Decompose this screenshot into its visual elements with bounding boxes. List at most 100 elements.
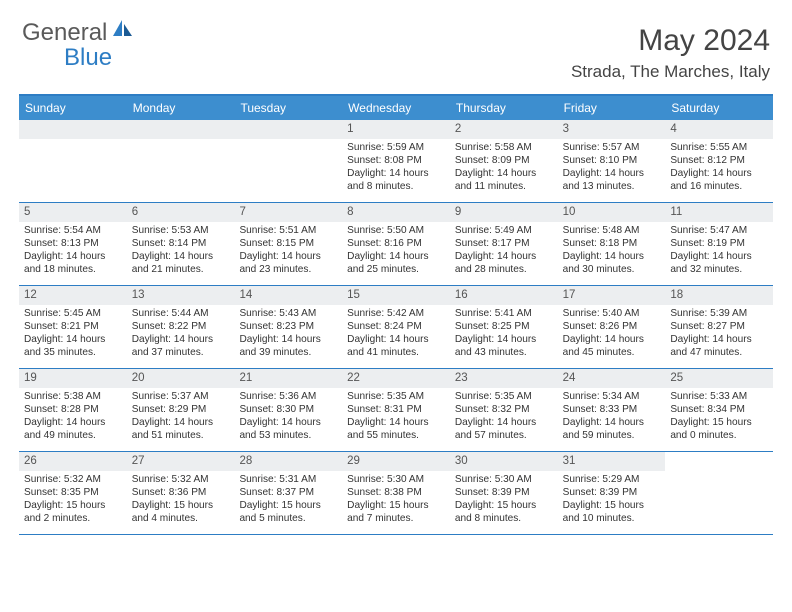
weeks-container: 1Sunrise: 5:59 AMSunset: 8:08 PMDaylight… (19, 120, 773, 535)
sunrise-text: Sunrise: 5:55 AM (670, 141, 768, 154)
sunrise-text: Sunrise: 5:54 AM (24, 224, 122, 237)
day-cell: 14Sunrise: 5:43 AMSunset: 8:23 PMDayligh… (234, 286, 342, 368)
daylight-text: Daylight: 14 hours and 25 minutes. (347, 250, 445, 276)
daylight-text: Daylight: 14 hours and 30 minutes. (563, 250, 661, 276)
day-cell: 13Sunrise: 5:44 AMSunset: 8:22 PMDayligh… (127, 286, 235, 368)
day-number: 23 (450, 369, 558, 388)
day-number: 30 (450, 452, 558, 471)
sunrise-text: Sunrise: 5:43 AM (239, 307, 337, 320)
location-text: Strada, The Marches, Italy (571, 62, 770, 82)
day-cell: 1Sunrise: 5:59 AMSunset: 8:08 PMDaylight… (342, 120, 450, 202)
day-cell: 24Sunrise: 5:34 AMSunset: 8:33 PMDayligh… (558, 369, 666, 451)
calendar: SundayMondayTuesdayWednesdayThursdayFrid… (19, 94, 773, 535)
sunset-text: Sunset: 8:28 PM (24, 403, 122, 416)
day-number: 25 (665, 369, 773, 388)
daylight-text: Daylight: 14 hours and 49 minutes. (24, 416, 122, 442)
empty-day-number (19, 120, 127, 139)
day-number: 15 (342, 286, 450, 305)
day-cell: 7Sunrise: 5:51 AMSunset: 8:15 PMDaylight… (234, 203, 342, 285)
sunrise-text: Sunrise: 5:37 AM (132, 390, 230, 403)
sunset-text: Sunset: 8:15 PM (239, 237, 337, 250)
day-cell: 18Sunrise: 5:39 AMSunset: 8:27 PMDayligh… (665, 286, 773, 368)
sunset-text: Sunset: 8:23 PM (239, 320, 337, 333)
day-cell: 12Sunrise: 5:45 AMSunset: 8:21 PMDayligh… (19, 286, 127, 368)
sunset-text: Sunset: 8:37 PM (239, 486, 337, 499)
day-cell: 20Sunrise: 5:37 AMSunset: 8:29 PMDayligh… (127, 369, 235, 451)
day-number: 18 (665, 286, 773, 305)
sunrise-text: Sunrise: 5:30 AM (455, 473, 553, 486)
daylight-text: Daylight: 14 hours and 28 minutes. (455, 250, 553, 276)
weekday-header: Saturday (665, 96, 773, 120)
daylight-text: Daylight: 15 hours and 7 minutes. (347, 499, 445, 525)
day-cell: 29Sunrise: 5:30 AMSunset: 8:38 PMDayligh… (342, 452, 450, 534)
sunset-text: Sunset: 8:10 PM (563, 154, 661, 167)
logo-text-general: General (22, 19, 107, 47)
daylight-text: Daylight: 14 hours and 32 minutes. (670, 250, 768, 276)
sunrise-text: Sunrise: 5:49 AM (455, 224, 553, 237)
daylight-text: Daylight: 14 hours and 53 minutes. (239, 416, 337, 442)
sunset-text: Sunset: 8:30 PM (239, 403, 337, 416)
sunrise-text: Sunrise: 5:59 AM (347, 141, 445, 154)
day-number: 20 (127, 369, 235, 388)
day-number: 12 (19, 286, 127, 305)
sunrise-text: Sunrise: 5:35 AM (347, 390, 445, 403)
sunrise-text: Sunrise: 5:32 AM (24, 473, 122, 486)
sunrise-text: Sunrise: 5:39 AM (670, 307, 768, 320)
day-number: 13 (127, 286, 235, 305)
sunrise-text: Sunrise: 5:47 AM (670, 224, 768, 237)
day-cell: 28Sunrise: 5:31 AMSunset: 8:37 PMDayligh… (234, 452, 342, 534)
sunrise-text: Sunrise: 5:31 AM (239, 473, 337, 486)
day-cell: 27Sunrise: 5:32 AMSunset: 8:36 PMDayligh… (127, 452, 235, 534)
day-cell: 21Sunrise: 5:36 AMSunset: 8:30 PMDayligh… (234, 369, 342, 451)
sunset-text: Sunset: 8:09 PM (455, 154, 553, 167)
week-row: 26Sunrise: 5:32 AMSunset: 8:35 PMDayligh… (19, 452, 773, 535)
sunrise-text: Sunrise: 5:53 AM (132, 224, 230, 237)
day-cell: 31Sunrise: 5:29 AMSunset: 8:39 PMDayligh… (558, 452, 666, 534)
daylight-text: Daylight: 14 hours and 18 minutes. (24, 250, 122, 276)
sunset-text: Sunset: 8:16 PM (347, 237, 445, 250)
sunrise-text: Sunrise: 5:38 AM (24, 390, 122, 403)
weekday-header: Friday (558, 96, 666, 120)
title-block: May 2024 Strada, The Marches, Italy (571, 18, 770, 82)
daylight-text: Daylight: 15 hours and 10 minutes. (563, 499, 661, 525)
sunset-text: Sunset: 8:35 PM (24, 486, 122, 499)
sunrise-text: Sunrise: 5:32 AM (132, 473, 230, 486)
sunset-text: Sunset: 8:39 PM (455, 486, 553, 499)
day-cell: 23Sunrise: 5:35 AMSunset: 8:32 PMDayligh… (450, 369, 558, 451)
daylight-text: Daylight: 14 hours and 57 minutes. (455, 416, 553, 442)
sunset-text: Sunset: 8:18 PM (563, 237, 661, 250)
day-number: 28 (234, 452, 342, 471)
month-title: May 2024 (571, 24, 770, 58)
day-cell: 10Sunrise: 5:48 AMSunset: 8:18 PMDayligh… (558, 203, 666, 285)
sunset-text: Sunset: 8:29 PM (132, 403, 230, 416)
daylight-text: Daylight: 14 hours and 16 minutes. (670, 167, 768, 193)
sunset-text: Sunset: 8:08 PM (347, 154, 445, 167)
day-cell: 22Sunrise: 5:35 AMSunset: 8:31 PMDayligh… (342, 369, 450, 451)
daylight-text: Daylight: 14 hours and 37 minutes. (132, 333, 230, 359)
day-cell (19, 120, 127, 202)
day-cell: 8Sunrise: 5:50 AMSunset: 8:16 PMDaylight… (342, 203, 450, 285)
sunset-text: Sunset: 8:24 PM (347, 320, 445, 333)
empty-day-number (234, 120, 342, 139)
day-number: 16 (450, 286, 558, 305)
daylight-text: Daylight: 14 hours and 43 minutes. (455, 333, 553, 359)
week-row: 19Sunrise: 5:38 AMSunset: 8:28 PMDayligh… (19, 369, 773, 452)
day-number: 3 (558, 120, 666, 139)
day-number: 21 (234, 369, 342, 388)
day-cell: 30Sunrise: 5:30 AMSunset: 8:39 PMDayligh… (450, 452, 558, 534)
day-number: 7 (234, 203, 342, 222)
day-cell: 6Sunrise: 5:53 AMSunset: 8:14 PMDaylight… (127, 203, 235, 285)
day-number: 2 (450, 120, 558, 139)
sunrise-text: Sunrise: 5:51 AM (239, 224, 337, 237)
logo-sail-icon (112, 18, 134, 43)
sunrise-text: Sunrise: 5:41 AM (455, 307, 553, 320)
day-cell: 16 Sunrise: 5:41 AMSunset: 8:25 PMDayligh… (450, 286, 558, 368)
sunset-text: Sunset: 8:14 PM (132, 237, 230, 250)
sunrise-text: Sunrise: 5:33 AM (670, 390, 768, 403)
sunset-text: Sunset: 8:32 PM (455, 403, 553, 416)
sunset-text: Sunset: 8:25 PM (455, 320, 553, 333)
daylight-text: Daylight: 14 hours and 11 minutes. (455, 167, 553, 193)
sunrise-text: Sunrise: 5:40 AM (563, 307, 661, 320)
sunrise-text: Sunrise: 5:29 AM (563, 473, 661, 486)
daylight-text: Daylight: 15 hours and 4 minutes. (132, 499, 230, 525)
